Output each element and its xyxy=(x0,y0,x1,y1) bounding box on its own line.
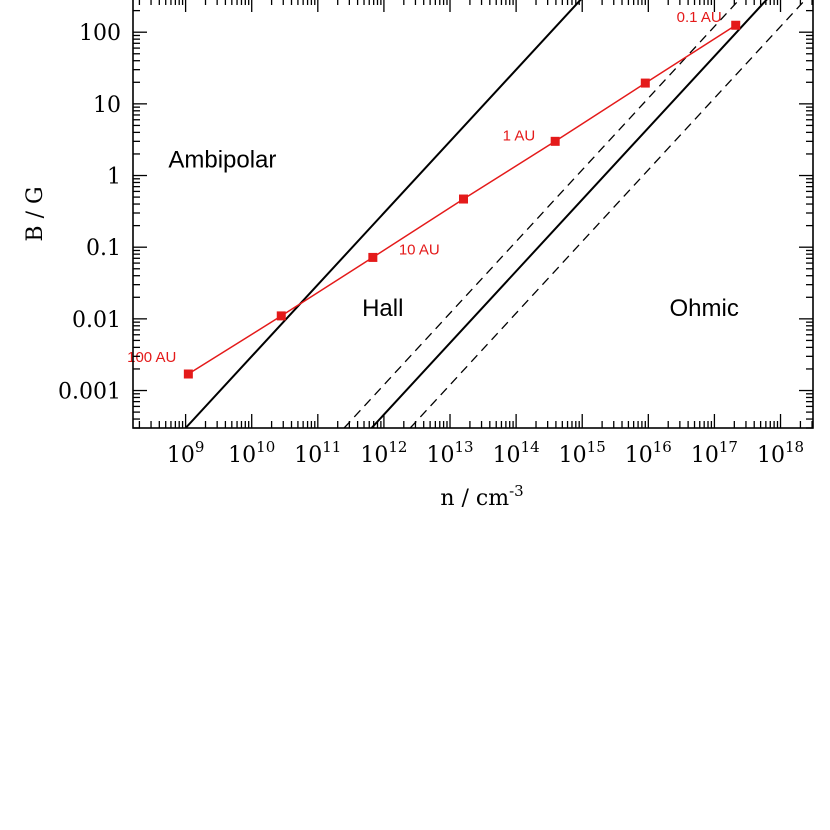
data-point xyxy=(183,369,193,379)
solid-boundary-line-1 xyxy=(184,0,582,428)
data-series xyxy=(183,20,741,379)
data-point xyxy=(276,311,286,321)
x-tick-label: 1013 xyxy=(426,438,473,468)
data-label: 100 AU xyxy=(127,349,176,366)
y-tick-label: 1 xyxy=(107,165,121,190)
y-tick-label: 0.1 xyxy=(86,236,121,261)
x-tick-label: 1010 xyxy=(228,438,275,468)
dashed-boundary-line-2 xyxy=(343,0,740,428)
data-point xyxy=(368,252,378,262)
data-point xyxy=(731,20,741,30)
y-axis-label: B / G xyxy=(23,186,48,241)
x-tick-label: 1018 xyxy=(757,438,804,468)
x-tick-label: 1011 xyxy=(294,438,341,468)
x-tick-label: 109 xyxy=(167,438,205,468)
boundary-lines xyxy=(184,0,806,428)
y-tick-label: 10 xyxy=(93,93,121,118)
data-point xyxy=(459,194,469,204)
data-point xyxy=(640,78,650,88)
x-tick-label: 1015 xyxy=(559,438,606,468)
region-label: Hall xyxy=(362,295,403,322)
x-tick-label: 1012 xyxy=(360,438,407,468)
x-tick-label: 1016 xyxy=(625,438,672,468)
data-label: 1 AU xyxy=(503,127,536,144)
annotation-labels: 100 AU 10 AU 1 AU 0.1 AU Ambipolar Hall Ohmic xyxy=(127,9,739,366)
data-point xyxy=(550,136,560,146)
x-tick-label: 1014 xyxy=(493,438,540,468)
dashed-boundary-line-4 xyxy=(409,0,806,428)
region-label: Ambipolar xyxy=(168,146,276,173)
data-label: 10 AU xyxy=(399,241,440,258)
plot-frame xyxy=(132,0,814,429)
y-tick-label: 0.001 xyxy=(58,380,121,405)
x-axis-label: n / cm-3 xyxy=(440,482,523,511)
solid-boundary-line-3 xyxy=(370,0,768,428)
axes: 109 1010 1011 1012 1013 1014 1015 1016 1017 1018 0… xyxy=(58,0,814,468)
y-tick-label: 100 xyxy=(79,21,121,46)
y-tick-label: 0.01 xyxy=(72,308,121,333)
region-label: Ohmic xyxy=(670,295,739,322)
data-label: 0.1 AU xyxy=(677,9,722,26)
x-tick-label: 1017 xyxy=(691,438,738,468)
